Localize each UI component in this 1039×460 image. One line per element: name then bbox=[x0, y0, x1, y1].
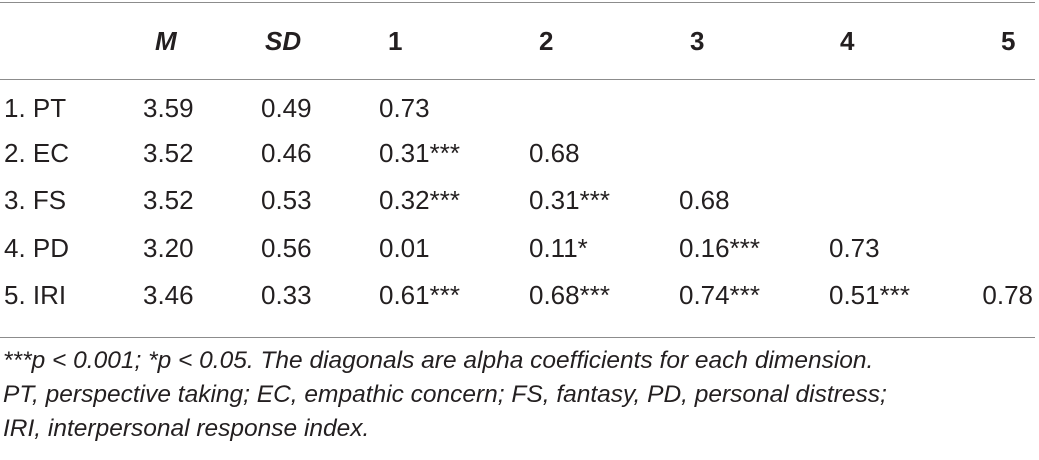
table-header-row: M SD 1 2 3 4 5 bbox=[0, 0, 1039, 82]
cell-col-3 bbox=[679, 130, 829, 178]
cell-col-5 bbox=[979, 82, 1039, 130]
cell-col-3: 0.74*** bbox=[679, 280, 760, 311]
cell-col-3 bbox=[679, 82, 829, 130]
cell-mean: 3.46 bbox=[143, 280, 194, 311]
cell-sd: 0.56 bbox=[261, 232, 312, 263]
footnote-line: ***p < 0.001; *p < 0.05. The diagonals a… bbox=[3, 347, 874, 374]
cell-mean: 3.59 bbox=[143, 93, 194, 124]
footnote-line: PT, perspective taking; EC, empathic con… bbox=[3, 381, 887, 408]
header-col-5: 5 bbox=[1001, 25, 1016, 56]
table-row: 5. IRI 3.46 0.33 0.61*** 0.68*** 0.74***… bbox=[0, 272, 1039, 320]
cell-mean: 3.52 bbox=[143, 185, 194, 216]
cell-col-5: 0.78 bbox=[982, 280, 1033, 311]
cell-col-2: 0.68 bbox=[529, 137, 580, 168]
cell-col-2: 0.68*** bbox=[529, 280, 610, 311]
cell-col-1: 0.31*** bbox=[379, 137, 460, 168]
table-bottom-rule bbox=[0, 337, 1035, 338]
table-row: 2. EC 3.52 0.46 0.31*** 0.68 bbox=[0, 130, 1039, 178]
cell-col-5 bbox=[979, 130, 1039, 178]
cell-col-4: 0.73 bbox=[829, 232, 880, 263]
cell-col-2: 0.31*** bbox=[529, 185, 610, 216]
table-header-rule bbox=[0, 79, 1035, 80]
cell-col-1: 0.61*** bbox=[379, 280, 460, 311]
header-variable bbox=[0, 0, 143, 82]
header-mean: M bbox=[155, 25, 177, 56]
footnote-line: IRI, interpersonal response index. bbox=[3, 415, 370, 442]
cell-col-1: 0.01 bbox=[379, 232, 430, 263]
table-footnote: ***p < 0.001; *p < 0.05. The diagonals a… bbox=[3, 344, 1033, 446]
header-col-2: 2 bbox=[539, 25, 554, 56]
header-col-1: 1 bbox=[388, 25, 403, 56]
cell-sd: 0.53 bbox=[261, 185, 312, 216]
cell-col-2: 0.11* bbox=[529, 232, 588, 263]
cell-col-1: 0.32*** bbox=[379, 185, 460, 216]
cell-col-1: 0.73 bbox=[379, 93, 430, 124]
cell-col-4: 0.51*** bbox=[829, 280, 910, 311]
header-sd: SD bbox=[265, 25, 302, 56]
correlation-table: M SD 1 2 3 4 5 1. PT 3.59 0.49 0.73 2. E… bbox=[0, 0, 1039, 320]
row-label: 2. EC bbox=[4, 137, 70, 168]
table-row: 4. PD 3.20 0.56 0.01 0.11* 0.16*** 0.73 bbox=[0, 225, 1039, 273]
cell-col-4 bbox=[829, 82, 979, 130]
row-label: 4. PD bbox=[4, 232, 70, 263]
row-label: 5. IRI bbox=[4, 280, 67, 311]
row-label: 1. PT bbox=[4, 93, 67, 124]
table-top-rule bbox=[0, 2, 1035, 3]
cell-col-5 bbox=[979, 225, 1039, 273]
table-row: 3. FS 3.52 0.53 0.32*** 0.31*** 0.68 bbox=[0, 177, 1039, 225]
row-label: 3. FS bbox=[4, 185, 67, 216]
cell-sd: 0.49 bbox=[261, 93, 312, 124]
cell-sd: 0.33 bbox=[261, 280, 312, 311]
cell-col-3: 0.68 bbox=[679, 185, 730, 216]
header-col-4: 4 bbox=[840, 25, 855, 56]
cell-sd: 0.46 bbox=[261, 137, 312, 168]
table-row: 1. PT 3.59 0.49 0.73 bbox=[0, 82, 1039, 130]
cell-mean: 3.20 bbox=[143, 232, 194, 263]
header-col-3: 3 bbox=[690, 25, 705, 56]
cell-col-4 bbox=[829, 177, 979, 225]
cell-mean: 3.52 bbox=[143, 137, 194, 168]
cell-col-3: 0.16*** bbox=[679, 232, 760, 263]
cell-col-2 bbox=[529, 82, 679, 130]
cell-col-5 bbox=[979, 177, 1039, 225]
cell-col-4 bbox=[829, 130, 979, 178]
